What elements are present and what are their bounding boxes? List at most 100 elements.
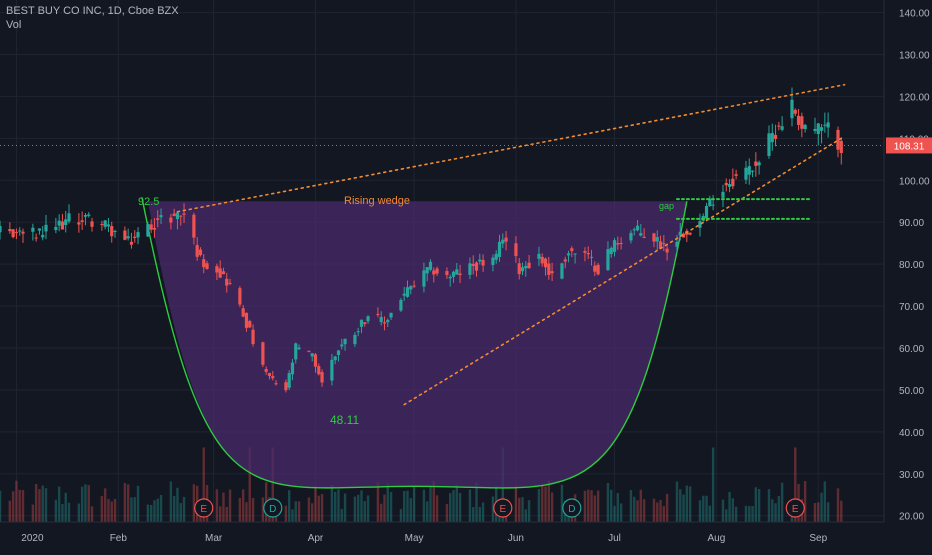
- y-tick-label: 70.00: [899, 302, 924, 313]
- candle-body: [813, 128, 817, 131]
- candle-body: [520, 267, 525, 272]
- volume-bar: [744, 505, 748, 522]
- candle-body: [31, 227, 35, 232]
- candle-body: [481, 260, 485, 266]
- y-tick-label: 140.00: [899, 9, 930, 20]
- candle-body: [435, 268, 439, 274]
- volume-bar: [107, 498, 110, 522]
- candle-body: [432, 270, 436, 275]
- volume-bar: [610, 489, 613, 522]
- volume-bar: [333, 491, 337, 522]
- candle-body: [619, 243, 623, 245]
- x-tick-label: Jun: [508, 533, 524, 544]
- candle-body: [80, 220, 84, 222]
- volume-bar: [317, 495, 320, 522]
- candle-body: [593, 265, 597, 272]
- x-tick-label: May: [405, 533, 424, 544]
- candle-body: [146, 224, 150, 237]
- volume-bar: [478, 507, 481, 522]
- candle-body: [780, 126, 784, 130]
- candle-body: [0, 225, 2, 233]
- last-price-tag: [886, 137, 932, 154]
- volume-bar: [261, 497, 265, 522]
- candle-body: [198, 249, 203, 256]
- candle-body: [11, 229, 15, 238]
- candle-body: [573, 253, 577, 255]
- candle-body: [57, 220, 61, 226]
- volume-bar: [698, 500, 702, 522]
- volume-bar: [330, 485, 334, 522]
- candle-body: [366, 316, 370, 322]
- volume-bar: [426, 501, 429, 522]
- event-letter: E: [792, 504, 799, 515]
- candle-body: [60, 221, 65, 230]
- x-tick-label: Aug: [708, 533, 726, 544]
- candle-body: [287, 373, 291, 388]
- candle-body: [803, 124, 807, 130]
- volume-bar: [202, 447, 205, 522]
- x-tick-label: Jul: [608, 533, 621, 544]
- candle-body: [402, 293, 406, 296]
- y-tick-label: 50.00: [899, 386, 924, 397]
- candle-body: [514, 243, 518, 257]
- candle-body: [501, 239, 505, 244]
- volume-bar: [77, 503, 81, 522]
- volume-bar: [435, 495, 439, 522]
- volume-bar: [54, 499, 58, 522]
- candle-body: [451, 271, 456, 277]
- volume-bar: [84, 484, 87, 522]
- candle-body: [290, 362, 295, 375]
- candle-body: [747, 166, 751, 175]
- candle-body: [409, 286, 413, 290]
- candle-body: [399, 299, 403, 311]
- event-letter: E: [200, 504, 207, 515]
- y-tick-label: 30.00: [899, 470, 924, 481]
- candle-body: [658, 241, 663, 249]
- candle-body: [517, 263, 521, 275]
- candle-body: [537, 253, 541, 259]
- volume-bar: [153, 500, 156, 522]
- y-tick-label: 20.00: [899, 512, 924, 523]
- candle-body: [83, 215, 88, 217]
- y-tick-label: 80.00: [899, 260, 924, 271]
- candle-body: [103, 220, 107, 227]
- candle-body: [642, 236, 646, 239]
- event-marker: [785, 498, 805, 518]
- volume-bar: [705, 495, 708, 522]
- candle-body: [169, 217, 173, 223]
- volume-bar: [583, 490, 587, 522]
- volume-bar: [389, 491, 393, 522]
- volume-bar: [813, 503, 817, 522]
- candle-body: [662, 243, 666, 245]
- volume-bar: [271, 447, 274, 522]
- event-marker: [562, 498, 582, 518]
- candle-body: [129, 241, 134, 245]
- candle-body: [744, 167, 748, 180]
- candle-body: [182, 213, 186, 215]
- candle-body: [497, 241, 502, 257]
- candle-body: [448, 276, 452, 279]
- volume-bar: [215, 489, 219, 522]
- candle-body: [271, 376, 275, 379]
- volume-bar: [100, 495, 104, 522]
- candle-body: [796, 115, 801, 125]
- volume-bar: [702, 495, 705, 522]
- candle-body: [583, 251, 587, 253]
- volume-bar: [31, 504, 35, 522]
- last-price-value: 108.31: [894, 141, 925, 152]
- volume-bar: [675, 481, 679, 522]
- candle-body: [678, 231, 682, 236]
- candle-body: [504, 237, 508, 242]
- candle-body: [471, 263, 475, 267]
- volume-bar: [406, 490, 409, 522]
- candle-body: [44, 224, 48, 232]
- candle-body: [425, 267, 429, 274]
- volume-bar: [172, 496, 176, 522]
- candle-body: [376, 313, 380, 315]
- candle-body: [313, 354, 318, 367]
- volume-bar: [541, 485, 544, 522]
- candle-body: [826, 122, 830, 128]
- volume-bar: [777, 495, 781, 522]
